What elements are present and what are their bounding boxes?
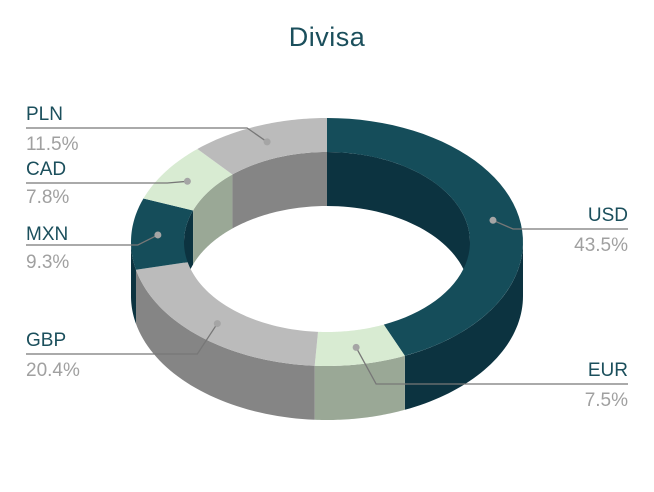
leader-dot-mxn [154, 231, 162, 239]
slice-gbp [135, 262, 319, 366]
label-value-usd: 43.5% [574, 235, 628, 256]
slice-pln [197, 118, 327, 175]
leader-dot-usd [489, 216, 497, 224]
label-value-gbp: 20.4% [26, 360, 80, 381]
chart-title: Divisa [288, 22, 366, 52]
leader-dot-eur [352, 343, 360, 351]
leader-line-eur [355, 347, 628, 385]
outer-wall-mxn [131, 242, 136, 324]
label-value-eur: 7.5% [585, 390, 628, 411]
label-value-mxn: 9.3% [26, 252, 69, 273]
leader-dot-pln [263, 138, 271, 146]
leader-dot-gbp [213, 320, 221, 328]
label-value-cad: 7.8% [26, 187, 69, 208]
label-name-gbp: GBP [26, 330, 66, 351]
leader-line-gbp [26, 323, 218, 355]
label-name-cad: CAD [26, 159, 66, 180]
leader-line-usd [492, 219, 628, 230]
label-name-pln: PLN [26, 104, 63, 125]
leader-line-mxn [26, 234, 159, 246]
label-name-eur: EUR [588, 360, 628, 381]
leader-dot-cad [183, 177, 191, 185]
inner-wall-cad-b [193, 174, 233, 265]
slice-mxn [131, 198, 194, 270]
outer-wall-eur [314, 355, 405, 420]
leader-line-cad [26, 180, 188, 184]
label-name-usd: USD [588, 205, 628, 226]
inner-wall-usd [327, 152, 470, 296]
leader-line-pln [26, 127, 268, 143]
slice-eur [314, 324, 405, 366]
label-name-mxn: MXN [26, 224, 68, 245]
outer-wall-usd [404, 242, 523, 410]
slice-usd [327, 118, 523, 356]
inner-wall-pln-b [232, 152, 327, 229]
outer-wall-gbp [135, 269, 315, 420]
label-value-pln: 11.5% [26, 134, 79, 155]
